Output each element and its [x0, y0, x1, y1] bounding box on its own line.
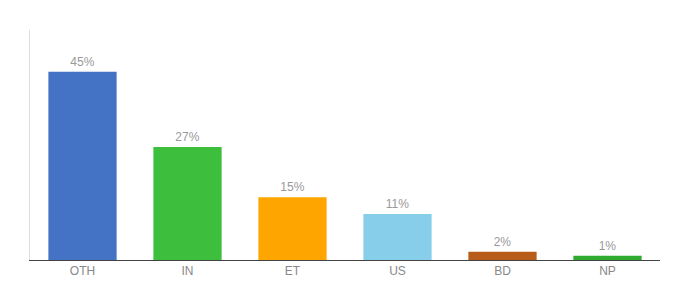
- svg-text:27%: 27%: [175, 130, 199, 144]
- svg-text:BD: BD: [494, 264, 511, 278]
- svg-text:45%: 45%: [70, 55, 94, 69]
- svg-text:US: US: [389, 264, 406, 278]
- svg-text:15%: 15%: [280, 180, 304, 194]
- svg-text:OTH: OTH: [70, 264, 95, 278]
- svg-text:2%: 2%: [494, 235, 512, 249]
- svg-text:ET: ET: [285, 264, 301, 278]
- svg-text:1%: 1%: [599, 239, 617, 253]
- svg-text:NP: NP: [599, 264, 616, 278]
- svg-text:IN: IN: [182, 264, 194, 278]
- svg-text:11%: 11%: [386, 197, 409, 211]
